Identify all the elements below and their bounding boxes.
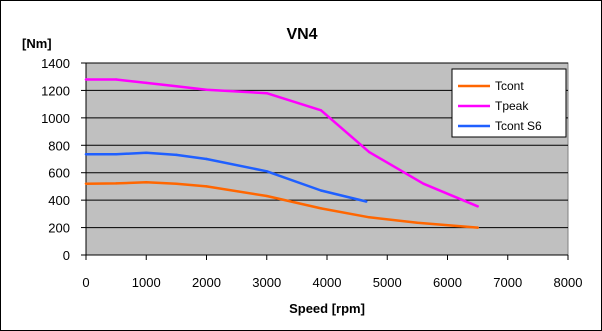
data-point <box>114 153 118 156</box>
data-point <box>205 185 208 188</box>
y-tick-label-7: 1400 <box>41 56 70 71</box>
data-point <box>145 81 148 85</box>
data-point <box>265 194 268 198</box>
y-tick-label-5: 1000 <box>41 111 70 126</box>
tick-labels: 0 200 400 600 800 1000 1200 1400 0 1000 2000 3000 40… <box>41 56 582 290</box>
axes <box>81 62 569 260</box>
data-point <box>319 109 323 112</box>
x-tick-label-0: 0 <box>82 275 89 290</box>
series-line-tpeak <box>84 78 479 208</box>
data-point <box>476 205 479 208</box>
y-tick-label-3: 600 <box>48 166 70 181</box>
x-tick-label-8: 8000 <box>554 275 583 290</box>
data-point <box>416 221 419 224</box>
data-point <box>145 181 148 184</box>
chart-title: VN4 <box>286 26 317 43</box>
y-tick-label-0: 0 <box>63 248 70 263</box>
y-axis-label: [Nm] <box>22 36 52 51</box>
data-point <box>175 182 178 185</box>
series-line-tcont-s6 <box>84 151 368 203</box>
data-point <box>84 153 88 156</box>
legend-label-tpeak: Tpeak <box>495 99 529 113</box>
legend: Tcont Tpeak Tcont S6 <box>451 68 567 138</box>
data-point <box>114 182 118 185</box>
data-point <box>319 207 323 210</box>
x-tick-label-7: 7000 <box>493 275 522 290</box>
data-point <box>265 170 268 173</box>
x-tick-label-3: 3000 <box>252 275 281 290</box>
x-axis-label: Speed [rpm] <box>289 301 365 316</box>
data-point <box>364 200 368 203</box>
data-point <box>476 226 479 229</box>
x-tick-label-5: 5000 <box>373 275 402 290</box>
x-tick-label-1: 1000 <box>132 275 161 290</box>
data-point <box>422 182 425 185</box>
legend-label-tcont-s6: Tcont S6 <box>495 119 542 133</box>
y-tick-label-6: 1200 <box>41 83 70 98</box>
data-point <box>84 78 88 81</box>
series-line-tcont <box>84 181 479 229</box>
y-tick-label-1: 200 <box>48 221 70 236</box>
legend-label-tcont: Tcont <box>495 79 524 93</box>
data-point <box>175 85 178 88</box>
data-point <box>205 157 208 161</box>
data-point <box>367 150 371 154</box>
data-point <box>175 153 178 157</box>
y-tick-label-2: 400 <box>48 193 70 208</box>
data-point <box>367 216 371 219</box>
data-point <box>84 182 88 185</box>
data-point <box>319 189 323 192</box>
x-tick-label-6: 6000 <box>433 275 462 290</box>
data-point <box>205 88 208 91</box>
data-point <box>114 78 118 81</box>
x-tick-label-4: 4000 <box>313 275 342 290</box>
x-tick-label-2: 2000 <box>192 275 221 290</box>
series-layer <box>84 78 479 229</box>
data-point <box>265 91 268 95</box>
y-tick-label-4: 800 <box>48 138 70 153</box>
data-point <box>145 151 148 155</box>
